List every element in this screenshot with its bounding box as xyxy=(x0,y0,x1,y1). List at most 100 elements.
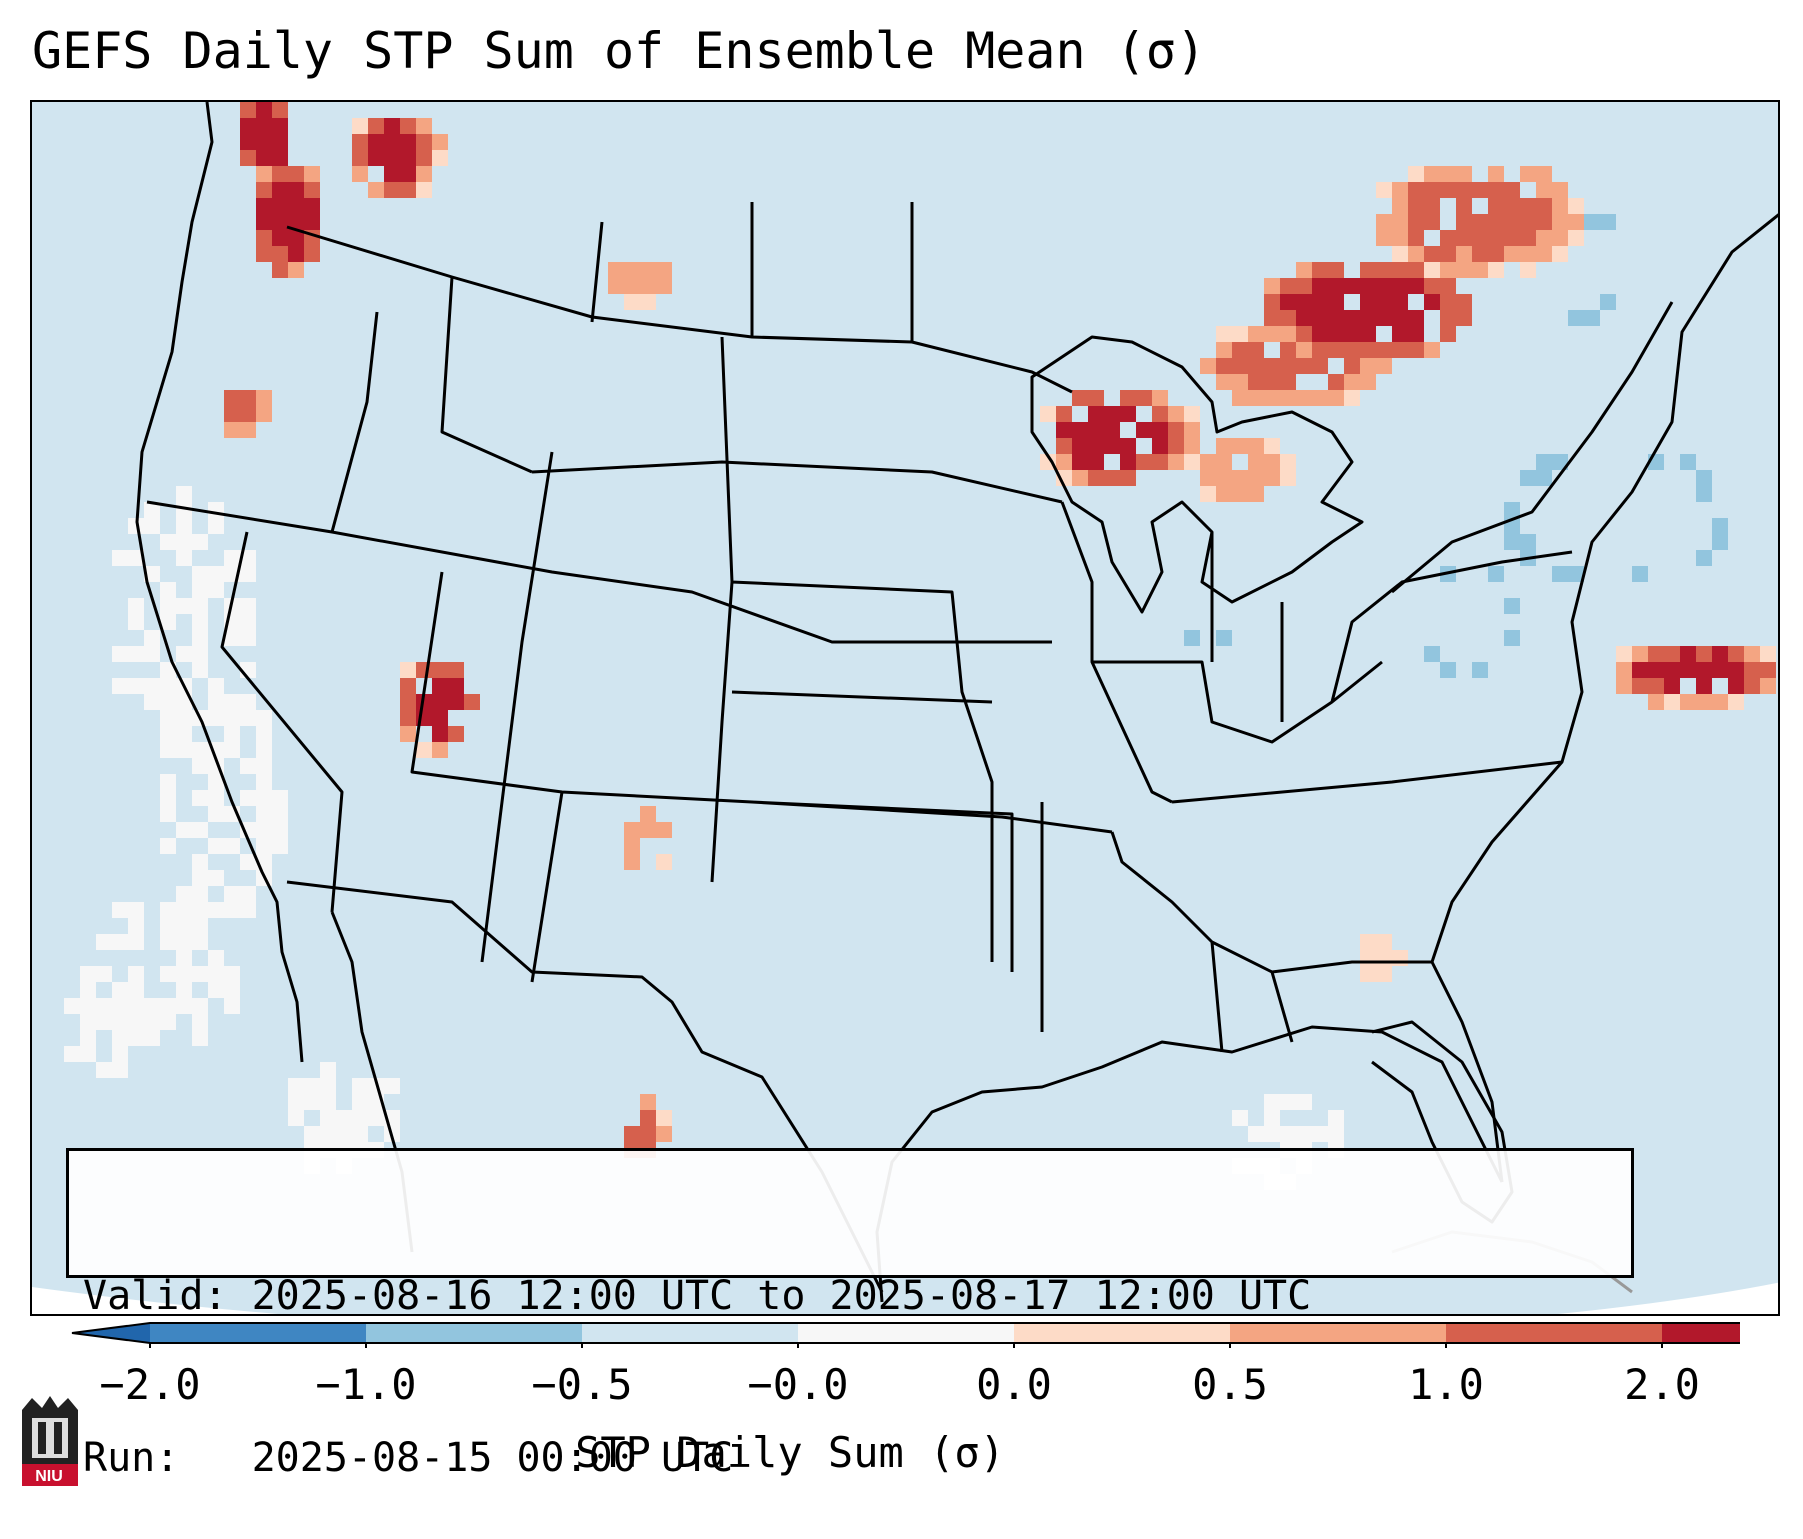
stp-cell xyxy=(1632,518,1648,534)
stp-cell xyxy=(1584,518,1600,534)
stp-cell xyxy=(1392,310,1408,326)
stp-cell xyxy=(336,1110,352,1126)
stp-cell xyxy=(192,918,208,934)
stp-cell xyxy=(1568,198,1584,214)
stp-cell xyxy=(304,166,320,182)
stp-cell xyxy=(1264,454,1280,470)
stp-cell xyxy=(304,182,320,198)
stp-cell xyxy=(1312,278,1328,294)
stp-cell xyxy=(240,886,256,902)
stp-cell xyxy=(1648,662,1664,678)
stp-cell xyxy=(432,694,448,710)
stp-cell xyxy=(144,1014,160,1030)
stp-cell xyxy=(176,534,192,550)
stp-cell xyxy=(256,726,272,742)
stp-cell xyxy=(1520,470,1536,486)
stp-cell xyxy=(112,550,128,566)
stp-cell xyxy=(1744,662,1760,678)
stp-cell xyxy=(1552,534,1568,550)
stp-cell xyxy=(1312,294,1328,310)
stp-cell xyxy=(1104,470,1120,486)
stp-cell xyxy=(1424,166,1440,182)
stp-cell xyxy=(1264,1126,1280,1142)
stp-cell xyxy=(1472,614,1488,630)
stp-cell xyxy=(240,630,256,646)
stp-cell xyxy=(128,614,144,630)
stp-cell xyxy=(192,758,208,774)
stp-cell xyxy=(1520,166,1536,182)
stp-cell xyxy=(1200,470,1216,486)
stp-cell xyxy=(1472,646,1488,662)
stp-cell xyxy=(1728,662,1744,678)
stp-cell xyxy=(1328,262,1344,278)
stp-cell xyxy=(1456,246,1472,262)
great-lakes xyxy=(1030,335,1364,614)
stp-cell xyxy=(256,118,272,134)
stp-cell xyxy=(1184,614,1200,630)
colorbar-tick-label: 0.0 xyxy=(976,1360,1052,1409)
stp-cell xyxy=(240,694,256,710)
stp-cell xyxy=(1552,502,1568,518)
stp-cell xyxy=(160,742,176,758)
stp-cell xyxy=(1504,630,1520,646)
stp-cell xyxy=(416,134,432,150)
stp-cell xyxy=(160,726,176,742)
colorbar-segment xyxy=(150,1323,366,1343)
stp-cell xyxy=(432,678,448,694)
stp-cell xyxy=(96,934,112,950)
stp-cell xyxy=(192,566,208,582)
stp-cell xyxy=(1360,310,1376,326)
stp-cell xyxy=(1600,214,1616,230)
stp-cell xyxy=(1472,262,1488,278)
stp-cell xyxy=(240,598,256,614)
stp-cell xyxy=(192,614,208,630)
stp-cell xyxy=(272,246,288,262)
stp-cell xyxy=(1664,678,1680,694)
stp-cell xyxy=(64,998,80,1014)
stp-cell xyxy=(144,1030,160,1046)
stp-cell xyxy=(656,1110,672,1126)
stp-cell xyxy=(1520,246,1536,262)
stp-cell xyxy=(1408,182,1424,198)
stp-cell xyxy=(240,758,256,774)
stp-cell xyxy=(1696,518,1712,534)
stp-cell xyxy=(1248,438,1264,454)
stp-cell xyxy=(1616,454,1632,470)
stp-cell xyxy=(1280,470,1296,486)
niu-logo xyxy=(22,1396,78,1486)
stp-cell xyxy=(1696,486,1712,502)
stp-cell xyxy=(1232,1110,1248,1126)
stp-cell xyxy=(1600,230,1616,246)
stp-cell xyxy=(1408,166,1424,182)
stp-cell xyxy=(1440,262,1456,278)
stp-cell xyxy=(192,790,208,806)
stp-cell xyxy=(256,838,272,854)
stp-cell xyxy=(160,694,176,710)
stp-cell xyxy=(272,822,288,838)
stp-cell xyxy=(384,1078,400,1094)
stp-cell xyxy=(352,150,368,166)
stp-cell xyxy=(1136,422,1152,438)
stp-cell xyxy=(1392,294,1408,310)
stp-cell xyxy=(1648,502,1664,518)
stp-cell xyxy=(656,1126,672,1142)
projection-domain xyxy=(32,102,1778,1314)
boundaries xyxy=(135,102,1778,1303)
stp-cell xyxy=(1664,534,1680,550)
stp-cell xyxy=(432,742,448,758)
stp-cell xyxy=(400,678,416,694)
stp-cell xyxy=(272,134,288,150)
stp-cell xyxy=(368,118,384,134)
stp-cell xyxy=(1376,214,1392,230)
stp-cell xyxy=(384,166,400,182)
stp-cell xyxy=(176,694,192,710)
stp-cell xyxy=(1536,198,1552,214)
stp-cell xyxy=(112,982,128,998)
stp-cell xyxy=(1488,198,1504,214)
stp-cell xyxy=(192,630,208,646)
stp-cell xyxy=(656,854,672,870)
stp-cell xyxy=(1376,934,1392,950)
stp-cell xyxy=(160,838,176,854)
stp-cell xyxy=(1536,214,1552,230)
stp-cell xyxy=(1504,598,1520,614)
